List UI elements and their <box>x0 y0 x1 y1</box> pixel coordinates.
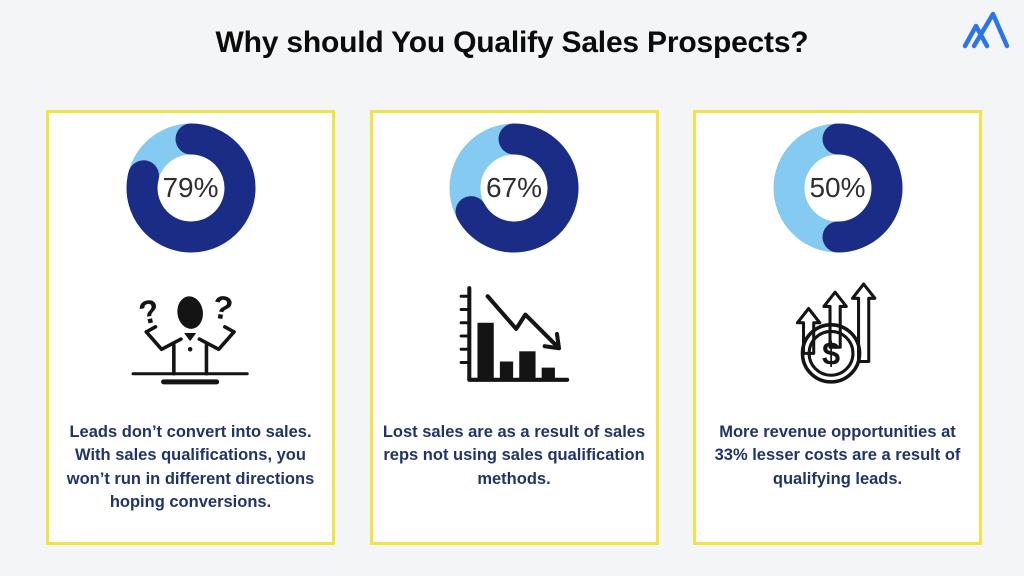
dollar-growth-arrows-icon: $ <box>796 282 877 384</box>
donut-chart-50: 50% <box>773 123 903 253</box>
stat-cards-row: 79% ? ? Leads don’t convert into sales. … <box>46 110 982 545</box>
donut-percent-label: 50% <box>809 172 866 203</box>
donut-percent-label: 67% <box>485 172 543 203</box>
stat-card-leads: 79% ? ? Leads don’t convert into sales. … <box>46 110 335 545</box>
mountain-peaks-logo-icon <box>962 11 1010 49</box>
confused-person-icon: ? ? <box>131 287 250 385</box>
svg-text:?: ? <box>210 287 236 327</box>
stat-description: Lost sales are as a result of sales reps… <box>382 423 646 488</box>
stat-description: More revenue opportunities at 33% lesser… <box>714 423 961 488</box>
svg-text:$: $ <box>822 335 840 372</box>
donut-chart-79: 79% <box>126 123 256 253</box>
svg-text:?: ? <box>136 291 163 331</box>
stat-description: Leads don’t convert into sales. With sal… <box>66 423 315 512</box>
declining-bar-chart-icon <box>459 286 570 382</box>
donut-chart-67: 67% <box>449 123 579 253</box>
stat-card-lost-sales: 67% Lost sales are as a result of sales … <box>369 110 659 545</box>
infographic-title: Why should You Qualify Sales Prospects? <box>215 26 809 59</box>
stat-card-revenue: 50% $ More revenue opportunities at 33% … <box>693 110 982 545</box>
donut-percent-label: 79% <box>162 172 219 203</box>
